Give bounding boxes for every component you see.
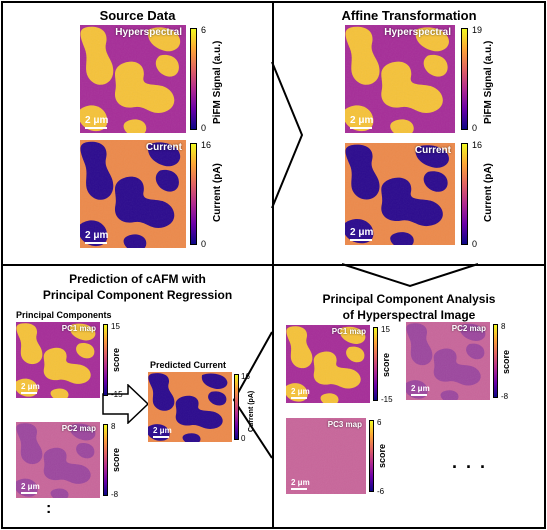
colorbar-label: Current (pA) [212,163,223,222]
current-label: Current [414,145,451,156]
source-hyperspectral-image: Hyperspectral 2 μm [80,25,186,133]
hyperspectral-label: Hyperspectral [115,27,182,38]
pca-pc1-image: PC1 map 2 μm [286,325,370,403]
scale-bar: 2 μm [21,482,40,494]
more-components-ellipsis: : [46,500,52,517]
colorbar-max: 16 [472,140,483,150]
colorbar-min: 0 [201,239,207,249]
colorbar-label: PiFM Signal (a.u.) [483,40,494,124]
more-maps-ellipsis: . . . [452,452,488,472]
pca-title-line1: Principal Component Analysis [322,292,496,306]
colorbar-min: -8 [111,490,119,499]
pc1-label: PC1 map [331,327,366,336]
scale-bar: 2 μm [350,227,373,241]
colorbar-label: PiFM Signal (a.u.) [212,40,223,124]
pca-arrow [341,263,479,288]
colorbar-min: -8 [501,392,509,401]
colorbar-label: score [377,443,387,468]
colorbar-label: score [381,352,391,377]
colorbar [190,28,197,130]
colorbar-max: 15 [111,322,120,331]
pc2-label: PC2 map [451,324,486,333]
current-label: Current [145,142,182,153]
colorbar-max: 8 [501,322,506,331]
colorbar [461,143,468,245]
colorbar-min: 0 [241,434,246,443]
colorbar-max: 8 [111,422,116,431]
pred-pc1-image: PC1 map 2 μm [16,322,100,398]
scale-bar: 2 μm [21,382,40,394]
scale-bar: 2 μm [411,384,430,396]
colorbar-label: score [111,447,121,472]
colorbar-label: score [111,347,121,372]
pca-panel [272,264,546,529]
colorbar [373,327,378,401]
colorbar-max: 6 [201,25,207,35]
colorbar-max: 16 [201,140,212,150]
scale-bar: 2 μm [153,426,172,438]
colorbar [461,28,468,130]
scale-bar: 2 μm [291,478,310,490]
scale-bar: 2 μm [85,230,108,244]
scale-bar: 2 μm [291,387,310,399]
pca-pc2-image: PC2 map 2 μm [406,322,490,400]
colorbar-min: 0 [472,239,478,249]
colorbar-label: Current (pA) [248,390,255,432]
predicted-current-image: 2 μm [148,372,232,442]
colorbar [190,143,197,245]
principal-components-label: Principal Components [16,310,112,320]
colorbar [234,374,239,440]
pca-title-line2: of Hyperspectral Image [342,308,476,322]
affine-hyperspectral-image: Hyperspectral 2 μm [345,25,455,133]
combine-arrow [102,384,150,424]
predicted-current-title: Predicted Current [150,360,227,370]
colorbar-min: 0 [472,123,478,133]
scale-bar: 2 μm [350,115,373,129]
pc3-label: PC3 map [327,420,362,429]
colorbar-label: Current (pA) [483,163,494,222]
colorbar-max: 15 [381,325,390,334]
colorbar [103,324,108,396]
colorbar-min: -6 [377,487,385,496]
hyperspectral-label: Hyperspectral [384,27,451,38]
pc2-label: PC2 map [61,424,96,433]
pca-pc3-image: PC3 map 2 μm [286,418,366,494]
prediction-title-line1: Prediction of cAFM with [69,272,206,286]
source-data-title: Source Data [99,8,176,23]
colorbar [103,424,108,496]
colorbar-max: 19 [472,25,483,35]
source-current-image: Current 2 μm [80,140,186,248]
colorbar [493,324,498,398]
prediction-title-line2: Principal Component Regression [42,288,233,302]
affine-current-image: Current 2 μm [345,143,455,245]
colorbar [369,420,374,492]
colorbar-label: score [501,349,511,374]
colorbar-min: -15 [381,395,393,404]
pc1-label: PC1 map [61,324,96,333]
colorbar-max: 6 [377,418,382,427]
affine-transformation-title: Affine Transformation [341,8,477,23]
scale-bar: 2 μm [85,115,108,129]
colorbar-min: -15 [111,390,123,399]
pred-pc2-image: PC2 map 2 μm [16,422,100,498]
colorbar-min: 0 [201,123,207,133]
affine-arrow [271,61,304,209]
colorbar-max: 16 [241,372,250,381]
